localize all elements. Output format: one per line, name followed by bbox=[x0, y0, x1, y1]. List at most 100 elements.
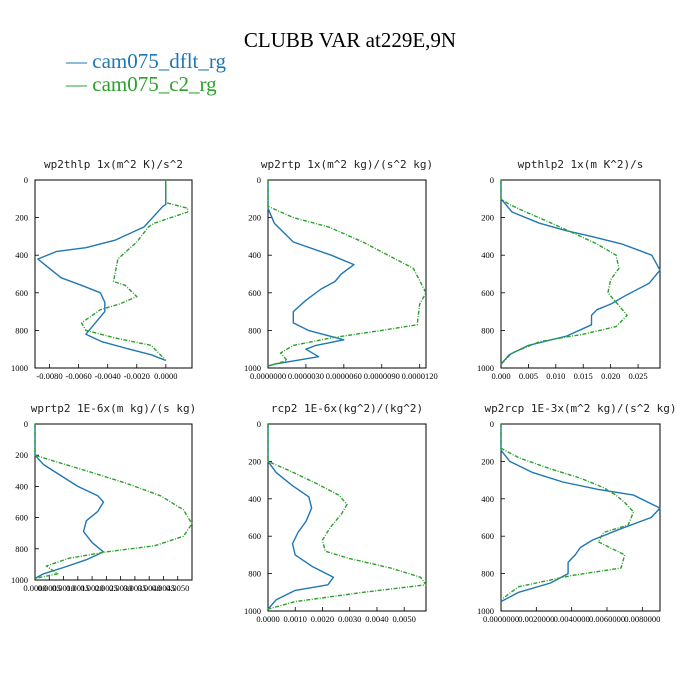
x-tick-label: 0.0010 bbox=[52, 583, 75, 593]
y-tick-label: 800 bbox=[248, 569, 261, 579]
y-tick-label: 1000 bbox=[477, 363, 494, 373]
panel-frame bbox=[267, 423, 427, 612]
y-tick-label: 200 bbox=[15, 213, 28, 223]
x-tick-label: -0.0080 bbox=[36, 371, 62, 381]
panel-title: rcp2 1E-6x(kg^2)/(kg^2) bbox=[271, 402, 423, 415]
x-tick-label: 0.0000000 bbox=[483, 614, 519, 624]
x-tick-label: 0.000 bbox=[491, 371, 510, 381]
x-tick-label: 0.005 bbox=[519, 371, 538, 381]
x-tick-label: 0.0010 bbox=[284, 614, 307, 624]
y-tick-label: 200 bbox=[481, 213, 494, 223]
x-tick-label: 0.0035 bbox=[123, 583, 146, 593]
panel-frame bbox=[34, 423, 193, 581]
panel-frame bbox=[267, 179, 427, 369]
y-tick-label: 600 bbox=[15, 288, 28, 298]
series-line bbox=[500, 180, 628, 365]
series-line bbox=[500, 180, 661, 365]
x-tick-label: 0.0000 bbox=[256, 614, 279, 624]
y-tick-label: 600 bbox=[481, 288, 494, 298]
x-tick-label: 0.0050 bbox=[166, 583, 189, 593]
y-tick-label: 0 bbox=[24, 175, 28, 185]
legend-label: cam075_c2_rg bbox=[92, 72, 217, 96]
series-line bbox=[34, 424, 105, 580]
y-tick-label: 200 bbox=[15, 450, 28, 460]
x-tick-label: 0.0080000 bbox=[624, 614, 660, 624]
x-tick-label: 0.0000120 bbox=[402, 371, 438, 381]
legend-entry-c2: — cam075_c2_rg bbox=[66, 72, 217, 96]
y-tick-label: 1000 bbox=[244, 606, 261, 616]
panel-title: wp2rcp 1E-3x(m^2 kg)/(s^2 kg) bbox=[484, 402, 676, 415]
x-tick-label: -0.0020 bbox=[124, 371, 150, 381]
panel-title: wprtp2 1E-6x(m kg)/(s kg) bbox=[31, 402, 197, 415]
y-tick-label: 600 bbox=[15, 513, 28, 523]
panel-title: wp2rtp 1x(m^2 kg)/(s^2 kg) bbox=[261, 158, 433, 171]
legend: — cam075_dflt_rg — cam075_c2_rg bbox=[66, 50, 226, 96]
legend-entry-dflt: — cam075_dflt_rg bbox=[66, 49, 227, 73]
series-line bbox=[37, 180, 167, 362]
x-tick-label: 0.0000 bbox=[154, 371, 177, 381]
x-tick-label: 0.0000 bbox=[23, 583, 46, 593]
y-tick-label: 1000 bbox=[11, 363, 28, 373]
figure-title: CLUBB VAR at229E,9N bbox=[243, 28, 457, 52]
x-tick-label: 0.0040 bbox=[137, 583, 160, 593]
series-line bbox=[500, 424, 661, 603]
series-line bbox=[267, 180, 355, 367]
x-tick-label: 0.0045 bbox=[152, 583, 175, 593]
series-line bbox=[267, 424, 335, 610]
x-tick-label: -0.0040 bbox=[95, 371, 121, 381]
y-tick-label: 800 bbox=[248, 325, 261, 335]
y-tick-label: 200 bbox=[248, 456, 261, 466]
y-tick-label: 400 bbox=[15, 250, 28, 260]
y-tick-label: 1000 bbox=[477, 606, 494, 616]
x-tick-label: 0.0015 bbox=[66, 583, 89, 593]
x-tick-label: 0.0040 bbox=[365, 614, 388, 624]
panel-frame bbox=[500, 423, 661, 612]
x-tick-label: 0.0030 bbox=[109, 583, 132, 593]
x-tick-label: 0.0020 bbox=[311, 614, 334, 624]
y-tick-label: 400 bbox=[248, 250, 261, 260]
x-tick-label: 0.010 bbox=[546, 371, 565, 381]
y-tick-label: 400 bbox=[481, 250, 494, 260]
y-tick-label: 600 bbox=[248, 531, 261, 541]
y-tick-label: 600 bbox=[248, 288, 261, 298]
series-line bbox=[80, 180, 189, 361]
x-tick-label: 0.0030 bbox=[338, 614, 361, 624]
x-tick-label: 0.015 bbox=[574, 371, 593, 381]
y-tick-label: 800 bbox=[15, 544, 28, 554]
y-tick-label: 0 bbox=[257, 175, 261, 185]
series-line bbox=[267, 424, 427, 610]
y-tick-label: 800 bbox=[481, 569, 494, 579]
y-tick-label: 0 bbox=[490, 419, 494, 429]
x-tick-label: 0.0020000 bbox=[518, 614, 554, 624]
x-tick-label: 0.0000090 bbox=[364, 371, 400, 381]
y-tick-label: 0 bbox=[24, 419, 28, 429]
panel-title: wp2thlp 1x(m^2 K)/s^2 bbox=[44, 158, 183, 171]
y-tick-label: 1000 bbox=[11, 575, 28, 585]
x-tick-label: 0.0040000 bbox=[554, 614, 590, 624]
panel-title: wpthlp2 1x(m K^2)/s bbox=[518, 158, 644, 171]
y-tick-label: 800 bbox=[15, 325, 28, 335]
legend-label: cam075_dflt_rg bbox=[92, 49, 227, 73]
x-tick-label: 0.025 bbox=[629, 371, 648, 381]
x-tick-label: -0.0060 bbox=[66, 371, 92, 381]
y-tick-label: 800 bbox=[481, 325, 494, 335]
x-tick-label: 0.0000030 bbox=[288, 371, 324, 381]
x-tick-label: 0.020 bbox=[601, 371, 620, 381]
y-tick-label: 200 bbox=[481, 456, 494, 466]
series-line bbox=[267, 180, 427, 367]
x-tick-label: 0.0005 bbox=[38, 583, 61, 593]
x-tick-label: 0.0050 bbox=[393, 614, 416, 624]
x-tick-label: 0.0060000 bbox=[589, 614, 625, 624]
panel-frame bbox=[34, 179, 193, 369]
y-tick-label: 1000 bbox=[244, 363, 261, 373]
y-tick-label: 0 bbox=[490, 175, 494, 185]
y-tick-label: 400 bbox=[15, 481, 28, 491]
y-tick-label: 200 bbox=[248, 213, 261, 223]
series-line bbox=[34, 424, 193, 580]
x-tick-label: 0.0000000 bbox=[250, 371, 286, 381]
y-tick-label: 0 bbox=[257, 419, 261, 429]
y-tick-label: 400 bbox=[248, 494, 261, 504]
y-tick-label: 600 bbox=[481, 531, 494, 541]
series-line bbox=[500, 424, 635, 601]
